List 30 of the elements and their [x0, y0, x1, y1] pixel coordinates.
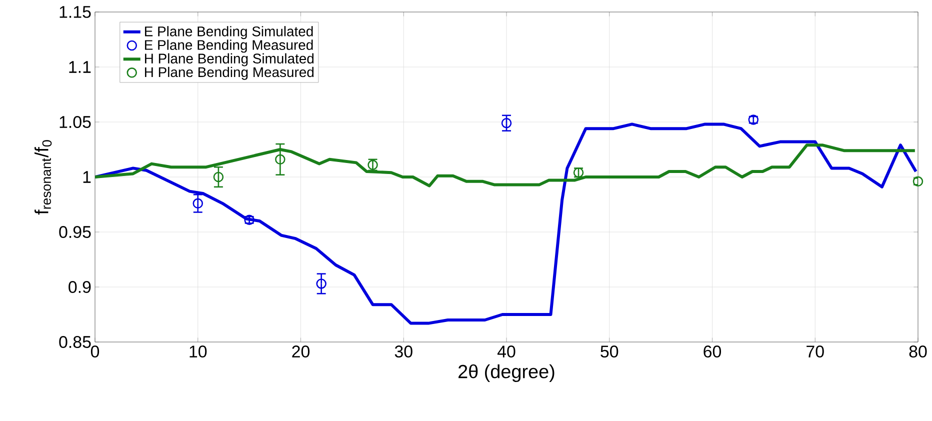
x-tick-label: 10: [190, 346, 207, 358]
line-series: [95, 122, 918, 325]
y-tick-label: 1.05: [60, 116, 91, 128]
x-axis-title: 2θ (degree): [458, 364, 554, 382]
point: [192, 198, 204, 209]
x-tick-label: 60: [704, 346, 722, 358]
point: [501, 118, 512, 128]
x-tick-label: 30: [394, 346, 412, 358]
x-tick-label: 80: [909, 346, 927, 358]
y-axis-title: f$_{resonant}$/f$_{0}$: [34, 140, 52, 215]
line-series: [95, 144, 916, 188]
legend-label: E Plane Bending Measured: [145, 40, 313, 53]
y-tick-label: 1.1: [69, 61, 91, 73]
x-tick-label: 0: [90, 346, 100, 358]
point: [275, 154, 286, 165]
legend-label: H Plane Bending Measured: [145, 66, 314, 80]
legend-label: H Plane Bending Simulated: [145, 53, 314, 66]
legend-label: E Plane Bending Simulated: [145, 26, 313, 40]
y-tick-label: 0.95: [59, 226, 91, 238]
x-tick-label: 20: [292, 346, 310, 358]
point: [316, 278, 326, 289]
x-tick-label: 50: [600, 346, 618, 358]
y-tick-label: 1: [83, 171, 91, 183]
point: [213, 172, 224, 182]
y-tick-label: 0.85: [59, 336, 91, 348]
y-tick-label: 1.15: [60, 6, 91, 18]
point: [912, 176, 924, 187]
x-tick-label: 40: [497, 346, 516, 358]
y-tick-label: 0.9: [68, 281, 91, 293]
x-tick-label: 70: [806, 346, 824, 358]
